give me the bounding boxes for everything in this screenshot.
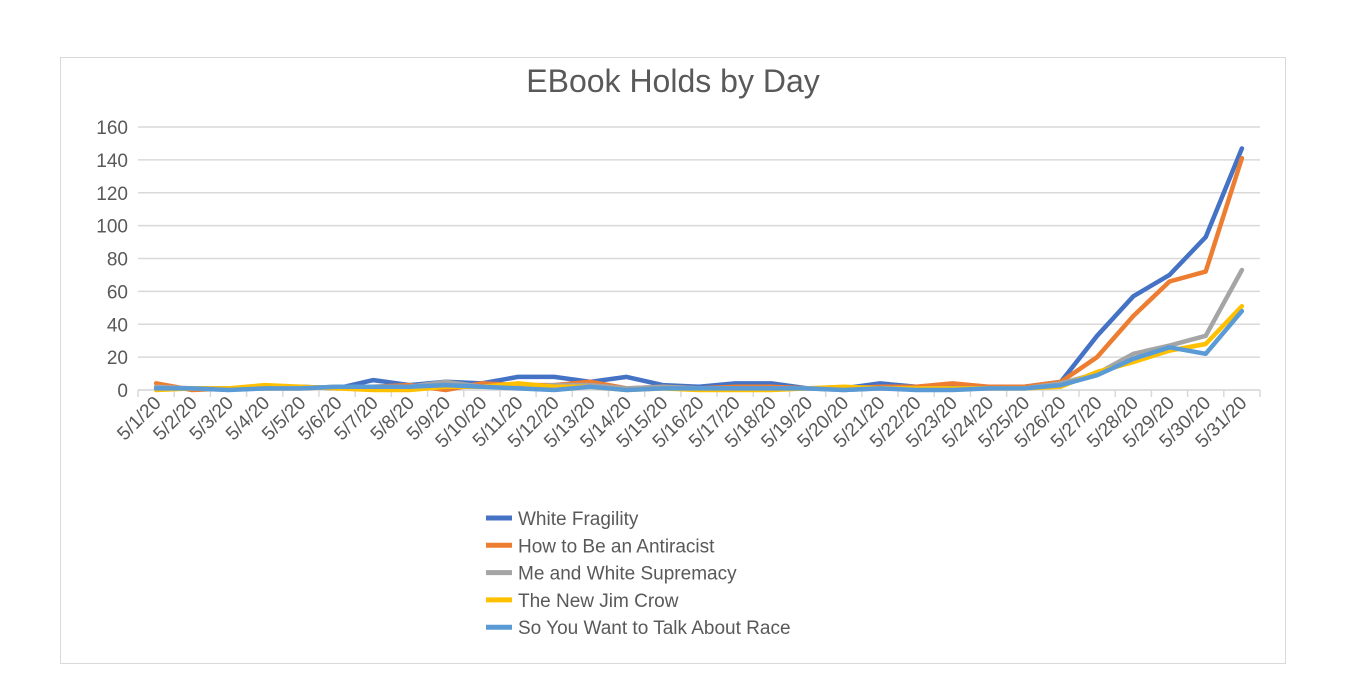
legend: White Fragility How to Be an Antiracist Me… [486,509,791,639]
legend-label: So You Want to Talk About Race [518,618,791,639]
series-line [153,146,1245,391]
series-line [153,303,1245,393]
legend-label: The New Jim Crow [518,591,679,612]
y-tick-label: 60 [107,282,128,303]
y-tick-label: 0 [117,381,128,402]
x-axis: 5/1/205/2/205/3/205/4/205/5/205/6/205/7/… [113,389,1261,452]
series-lines [153,146,1245,393]
y-tick-label: 140 [96,151,128,172]
chart-title: EBook Holds by Day [526,63,819,99]
y-tick-label: 100 [96,217,128,238]
legend-label: Me and White Supremacy [518,564,737,585]
y-tick-label: 20 [107,348,128,369]
gridlines [138,126,1260,391]
legend-label: How to Be an Antiracist [518,536,715,557]
chart-frame [60,57,1286,664]
y-tick-label: 160 [96,118,128,139]
legend-label: White Fragility [518,509,639,530]
y-tick-label: 80 [107,250,128,271]
series-line [153,308,1245,393]
y-axis-ticks: 0 20 40 60 80 100 120 140 160 [96,118,128,402]
y-tick-label: 120 [96,184,128,205]
y-tick-label: 40 [107,315,128,336]
